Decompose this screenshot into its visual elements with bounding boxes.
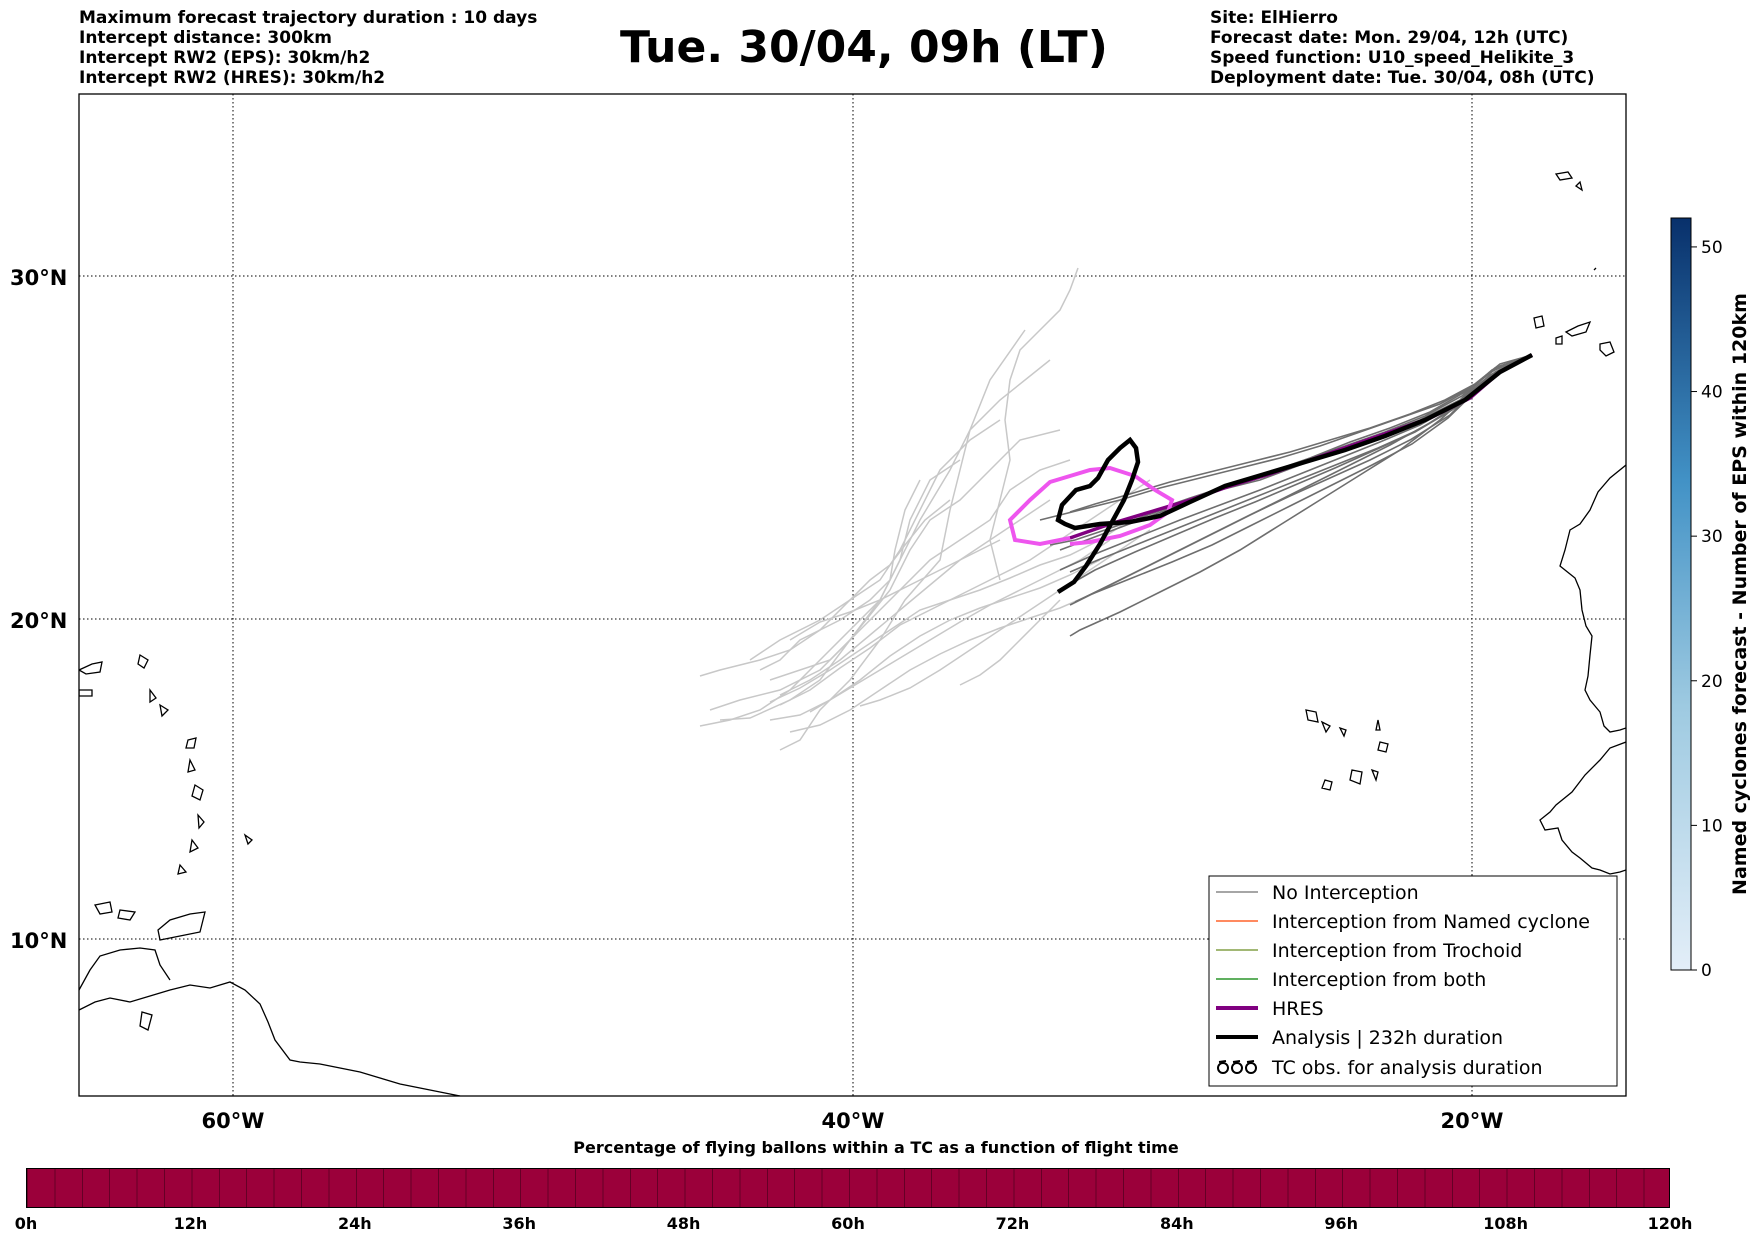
lat-label-30n: 30°N	[10, 266, 67, 290]
eps-tracks-light	[699, 267, 1151, 751]
eps-track	[769, 559, 1101, 721]
analysis-track	[1055, 353, 1534, 594]
colorbar-gradient	[1670, 217, 1692, 971]
map-frame	[78, 93, 1627, 1097]
eps-track	[1069, 354, 1533, 539]
pct-bar-tick-label: 36h	[502, 1214, 537, 1233]
coastline-trinidad	[157, 911, 206, 941]
header-left: Maximum forecast trajectory duration : 1…	[79, 8, 537, 88]
coastline-venezuela-north	[79, 947, 171, 991]
coastlines	[79, 171, 1626, 1096]
eps-track	[1049, 354, 1533, 546]
colorbar-label: Named cyclones forecast - Number of EPS …	[1729, 293, 1751, 895]
colorbar-ticks: 0 10 20 30 40 50	[1691, 238, 1723, 981]
tc-obs-symbol-icon	[1217, 1060, 1257, 1074]
header-line-distance: Intercept distance: 300km	[79, 28, 332, 48]
legend-label-no-interception: No Interception	[1272, 882, 1419, 904]
lat-label-10n: 10°N	[10, 929, 67, 953]
coastline-south-america	[79, 981, 461, 1096]
eps-track	[789, 539, 1001, 641]
pct-bar-tick-label: 72h	[995, 1214, 1030, 1233]
lon-label-20w: 20°W	[1441, 1109, 1504, 1130]
pct-bar-tick-label: 24h	[337, 1214, 372, 1233]
coastline-africa-south	[1539, 741, 1626, 875]
eps-track	[1091, 354, 1533, 595]
colorbar-tick-label: 10	[1701, 816, 1723, 836]
colorbar-tick-label: 30	[1701, 527, 1723, 547]
legend-box	[1208, 875, 1618, 1087]
eps-track	[1039, 354, 1533, 521]
pct-bar-tick-label: 48h	[666, 1214, 701, 1233]
coastline-lesser-antilles	[137, 653, 254, 875]
eps-track	[749, 499, 951, 661]
eps-track	[1069, 354, 1533, 637]
header-line-forecast-date: Forecast date: Mon. 29/04, 12h (UTC)	[1210, 28, 1569, 48]
trajectory-map: 30°N 20°N 10°N 60°W 40°W 20°W No Interce…	[10, 93, 1751, 1130]
header-line-deployment-date: Deployment date: Tue. 30/04, 08h (UTC)	[1210, 68, 1595, 88]
eps-track	[709, 359, 1051, 711]
eps-track	[779, 499, 1051, 696]
pct-bar-tick-label: 84h	[1159, 1214, 1194, 1233]
pct-bar	[26, 1168, 1670, 1208]
header-line-site: Site: ElHierro	[1210, 8, 1338, 28]
pct-bar-tick-label: 0h	[14, 1214, 38, 1233]
analysis-path	[1055, 353, 1534, 594]
header-line-speed-function: Speed function: U10_speed_Helikite_3	[1210, 48, 1575, 68]
eps-track	[719, 429, 1061, 721]
legend-label-tc-obs: TC obs. for analysis duration	[1271, 1057, 1543, 1079]
page-title: Tue. 30/04, 09h (LT)	[620, 22, 1108, 73]
eps-track	[779, 329, 1026, 751]
map-legend: No Interception Interception from Named …	[1208, 875, 1618, 1087]
eps-track	[959, 599, 1061, 686]
legend-label-named-cyclone: Interception from Named cyclone	[1272, 911, 1590, 933]
eps-track	[769, 459, 1071, 681]
pct-bar-tick-label: 96h	[1324, 1214, 1359, 1233]
legend-label-trochoid: Interception from Trochoid	[1272, 940, 1522, 962]
eps-track	[789, 579, 1121, 733]
eps-track	[1069, 354, 1533, 513]
colorbar-tick-label: 0	[1701, 961, 1712, 981]
header-line-duration: Maximum forecast trajectory duration : 1…	[79, 8, 538, 28]
pct-bar-tick-label: 108h	[1483, 1214, 1528, 1233]
coastline-madeira	[1554, 171, 1597, 271]
pct-bar-tick-label: 60h	[831, 1214, 865, 1233]
coastline-canary-islands	[1533, 315, 1615, 357]
coastline-africa	[1559, 464, 1626, 733]
colorbar: 0 10 20 30 40 50 Named cyclones forecast - Nu…	[1670, 217, 1751, 981]
pct-bar-title: Percentage of flying ballons within a TC…	[573, 1138, 1179, 1157]
eps-track	[699, 419, 1001, 677]
eps-track	[859, 529, 1151, 707]
header-line-rw2-eps: Intercept RW2 (EPS): 30km/h2	[79, 48, 371, 68]
coastline-small-islands-west	[93, 901, 153, 1031]
header-right: Site: ElHierro Forecast date: Mon. 29/04…	[1210, 8, 1595, 88]
legend-label-analysis: Analysis | 232h duration	[1272, 1027, 1503, 1049]
eps-track	[1069, 354, 1533, 573]
coastline-puerto-rico	[79, 661, 103, 697]
pct-bar-tick-label: 12h	[173, 1214, 208, 1233]
header-line-rw2-hres: Intercept RW2 (HRES): 30km/h2	[79, 68, 386, 88]
pct-bar-tick-label: 120h	[1647, 1214, 1693, 1233]
eps-track	[989, 267, 1079, 581]
legend-label-both: Interception from both	[1272, 969, 1486, 991]
colorbar-tick-label: 20	[1701, 672, 1723, 692]
eps-track	[769, 519, 1131, 703]
lat-label-20n: 20°N	[10, 609, 67, 633]
eps-tracks-dark	[1039, 354, 1533, 637]
eps-track	[759, 479, 921, 671]
lon-label-60w: 60°W	[202, 1109, 265, 1130]
eps-track	[699, 459, 961, 727]
hres-path	[1069, 353, 1533, 540]
eps-track	[1059, 354, 1533, 591]
legend-label-hres: HRES	[1272, 998, 1324, 1020]
hres-loop	[1007, 465, 1175, 547]
colorbar-tick-label: 50	[1701, 238, 1723, 258]
lon-label-40w: 40°W	[822, 1109, 885, 1130]
colorbar-tick-label: 40	[1701, 383, 1723, 403]
coastline-cape-verde	[1305, 709, 1389, 791]
eps-track	[779, 479, 1151, 706]
